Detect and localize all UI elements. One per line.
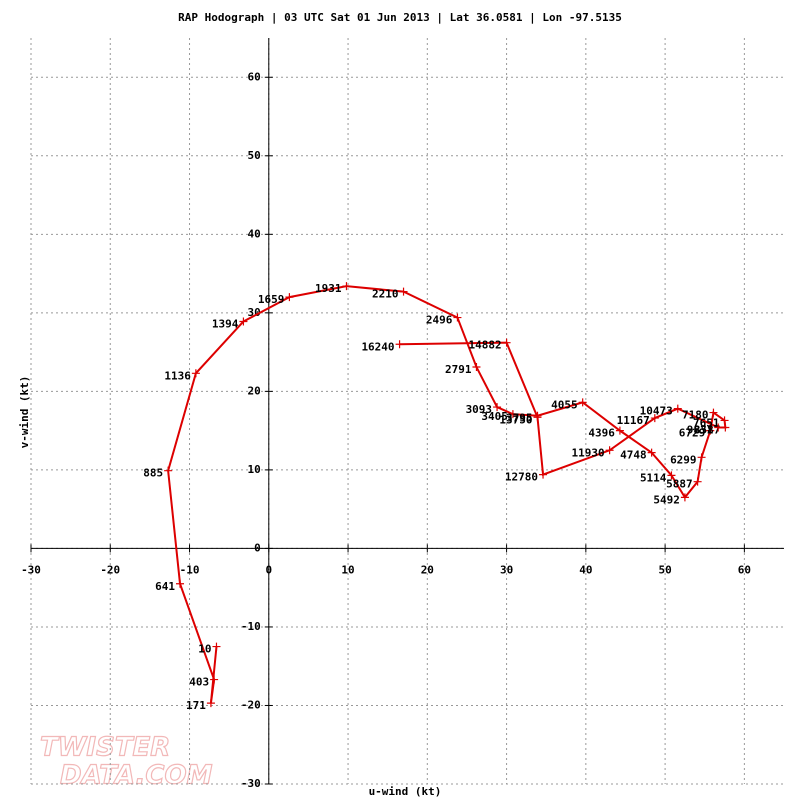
height-label: 16240: [361, 340, 394, 353]
height-label: 13750: [499, 413, 532, 426]
point-marker: [342, 282, 351, 291]
point-marker: [508, 410, 517, 419]
height-label: 4396: [588, 427, 615, 440]
point-marker: [673, 404, 682, 413]
point-marker: [239, 317, 248, 326]
point-marker: [212, 642, 221, 651]
x-tick-label: -30: [21, 563, 41, 576]
point-marker: [706, 426, 715, 435]
height-label: 2210: [372, 288, 399, 301]
point-marker: [615, 426, 624, 435]
x-tick-label: 20: [421, 563, 434, 576]
point-marker: [680, 493, 689, 502]
height-label: 8587: [694, 423, 721, 436]
y-tick-label: 30: [248, 306, 261, 319]
y-tick-label: 20: [248, 384, 261, 397]
point-marker: [206, 699, 215, 708]
y-tick-label: 10: [248, 463, 261, 476]
point-marker: [191, 369, 200, 378]
watermark: DATA.COM: [60, 761, 213, 791]
x-tick-label: 10: [341, 563, 354, 576]
height-label: 4055: [551, 398, 578, 411]
height-label: 7180: [682, 409, 709, 422]
height-label: 403: [189, 676, 209, 689]
x-tick-label: 40: [579, 563, 592, 576]
point-marker: [493, 403, 502, 412]
height-label: 11167: [617, 414, 650, 427]
height-label: 4748: [620, 449, 647, 462]
height-label: 6299: [670, 453, 697, 466]
chart-title: RAP Hodograph | 03 UTC Sat 01 Jun 2013 |…: [178, 11, 622, 24]
point-marker: [709, 408, 718, 417]
height-label: 3405: [481, 410, 508, 423]
height-label: 10473: [640, 405, 673, 418]
height-label: 2791: [445, 363, 472, 376]
height-label: 7651: [693, 416, 720, 429]
point-marker: [176, 579, 185, 588]
y-axis-label: v-wind (kt): [18, 376, 31, 449]
height-label: 5887: [666, 478, 693, 491]
point-marker: [399, 287, 408, 296]
height-label: 641: [155, 580, 175, 593]
height-label: 14882: [468, 339, 501, 352]
point-marker: [697, 453, 706, 462]
height-label: 2496: [426, 314, 453, 327]
hodograph-line: [167, 285, 727, 704]
height-label: 11930: [571, 446, 604, 459]
point-marker: [578, 398, 587, 407]
height-label: 6729: [679, 427, 706, 440]
y-tick-label: -10: [241, 620, 261, 633]
height-label: 3093: [466, 403, 493, 416]
point-marker: [472, 363, 481, 372]
point-marker: [210, 675, 219, 684]
height-label: 5114: [640, 471, 667, 484]
watermark: TWISTER: [40, 733, 170, 763]
point-marker: [720, 416, 729, 425]
height-label: 1394: [212, 317, 239, 330]
y-tick-label: -30: [241, 777, 261, 790]
point-marker: [647, 448, 656, 457]
y-tick-label: 60: [248, 70, 261, 83]
point-marker: [667, 471, 676, 480]
height-label: 1931: [315, 282, 342, 295]
height-label: 12780: [505, 471, 538, 484]
y-tick-label: 50: [248, 149, 261, 162]
x-tick-label: 30: [500, 563, 513, 576]
point-marker: [533, 413, 542, 422]
height-label: 10: [198, 643, 211, 656]
point-marker: [453, 313, 462, 322]
height-label: 1659: [258, 293, 285, 306]
point-marker: [693, 477, 702, 486]
x-tick-label: 50: [658, 563, 671, 576]
x-tick-label: 60: [738, 563, 751, 576]
height-label: 1136: [164, 369, 191, 382]
point-marker: [285, 293, 294, 302]
point-marker: [539, 470, 548, 479]
x-tick-label: -20: [100, 563, 120, 576]
point-marker: [650, 414, 659, 423]
point-marker: [502, 338, 511, 347]
height-label: 5492: [653, 493, 680, 506]
point-marker: [721, 423, 730, 432]
x-axis-label: u-wind (kt): [369, 785, 442, 798]
point-marker: [395, 340, 404, 349]
y-tick-label: 40: [248, 227, 261, 240]
height-label: 3795: [506, 412, 533, 425]
x-tick-label: -10: [180, 563, 200, 576]
height-label: 885: [143, 467, 163, 480]
height-label: 9831: [687, 423, 714, 436]
point-marker: [164, 466, 173, 475]
point-marker: [714, 423, 723, 432]
point-marker: [605, 446, 614, 455]
y-tick-label: -20: [241, 698, 261, 711]
height-label: 171: [186, 699, 206, 712]
